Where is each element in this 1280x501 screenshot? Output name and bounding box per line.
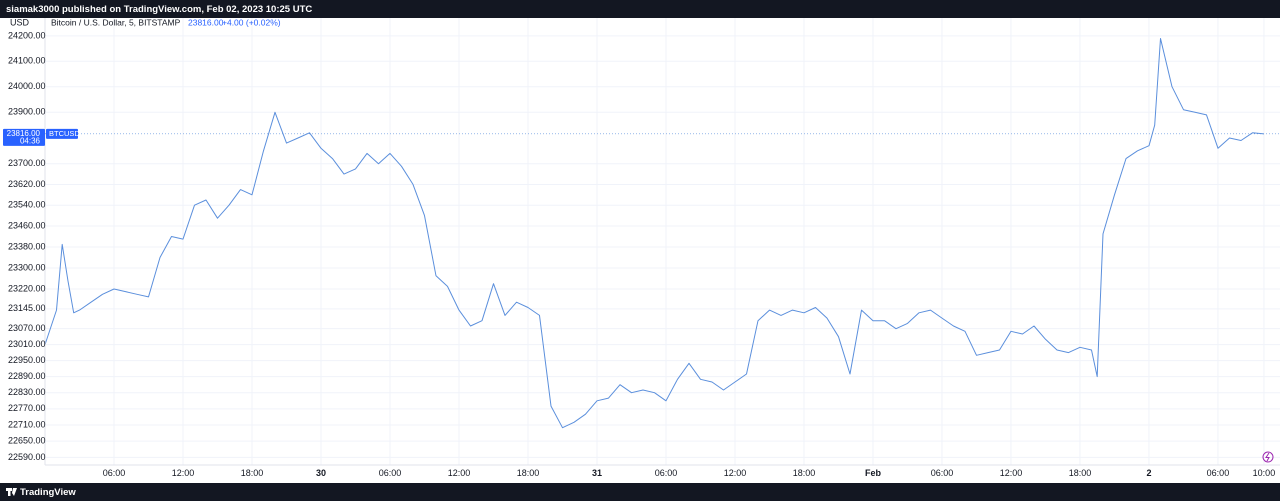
y-tick-label: 23070.00 [8,323,46,333]
x-tick-label: 10:00 [1253,468,1276,478]
x-tick-label: 18:00 [241,468,264,478]
y-tick-label: 22650.00 [8,436,46,446]
y-tick-label: 23460.00 [8,220,46,230]
x-tick-label: 18:00 [517,468,540,478]
y-tick-label: 23900.00 [8,107,46,117]
last-price-label: 23816.00 [7,129,41,138]
y-tick-label: 23380.00 [8,241,46,251]
alert-bolt [1265,452,1270,462]
y-tick-label: 23300.00 [8,262,46,272]
y-tick-label: 23540.00 [8,200,46,210]
x-tick-label: 06:00 [655,468,678,478]
footer-bar [0,483,1280,501]
x-tick-label: 12:00 [448,468,471,478]
x-tick-label: 2 [1146,468,1151,478]
x-tick-label: 12:00 [724,468,747,478]
legend-change: +4.00 (+0.02%) [222,17,281,27]
y-tick-label: 22770.00 [8,403,46,413]
x-tick-label: Feb [865,468,882,478]
x-tick-label: 06:00 [379,468,402,478]
footer-brand: TradingView [20,487,76,498]
currency-label: USD [10,17,30,27]
x-tick-label: 18:00 [1069,468,1092,478]
x-tick-label: 06:00 [1207,468,1230,478]
x-tick-label: 06:00 [931,468,954,478]
legend-series-name: Bitcoin / U.S. Dollar, 5, BITSTAMP [51,17,181,27]
y-tick-label: 24200.00 [8,30,46,40]
legend-last-price: 23816.00 [188,17,224,27]
alert-icon[interactable] [1262,451,1274,463]
y-tick-label: 23220.00 [8,283,46,293]
x-tick-label: 12:00 [172,468,195,478]
symbol-box [46,128,78,139]
y-tick-label: 22590.00 [8,452,46,462]
header-bar [0,0,1280,18]
y-tick-label: 23010.00 [8,339,46,349]
y-tick-label: 22890.00 [8,371,46,381]
brand-logo [6,488,17,496]
x-tick-label: 30 [316,468,326,478]
y-tick-label: 23145.00 [8,303,46,313]
y-tick-label: 22710.00 [8,419,46,429]
y-tick-label: 24100.00 [8,56,46,66]
x-tick-label: 12:00 [1000,468,1023,478]
x-tick-label: 31 [592,468,602,478]
last-price-box [3,128,45,146]
countdown-label: 04:36 [20,136,41,145]
x-tick-label: 18:00 [793,468,816,478]
y-tick-label: 24000.00 [8,81,46,91]
y-tick-label: 23700.00 [8,158,46,168]
symbol-label: BTCUSD [49,129,80,138]
y-tick-label: 23620.00 [8,179,46,189]
price-line [44,38,1265,429]
y-tick-label: 22950.00 [8,355,46,365]
y-tick-label: 22830.00 [8,387,46,397]
header-text: siamak3000 published on TradingView.com,… [6,4,312,15]
x-tick-label: 06:00 [103,468,126,478]
